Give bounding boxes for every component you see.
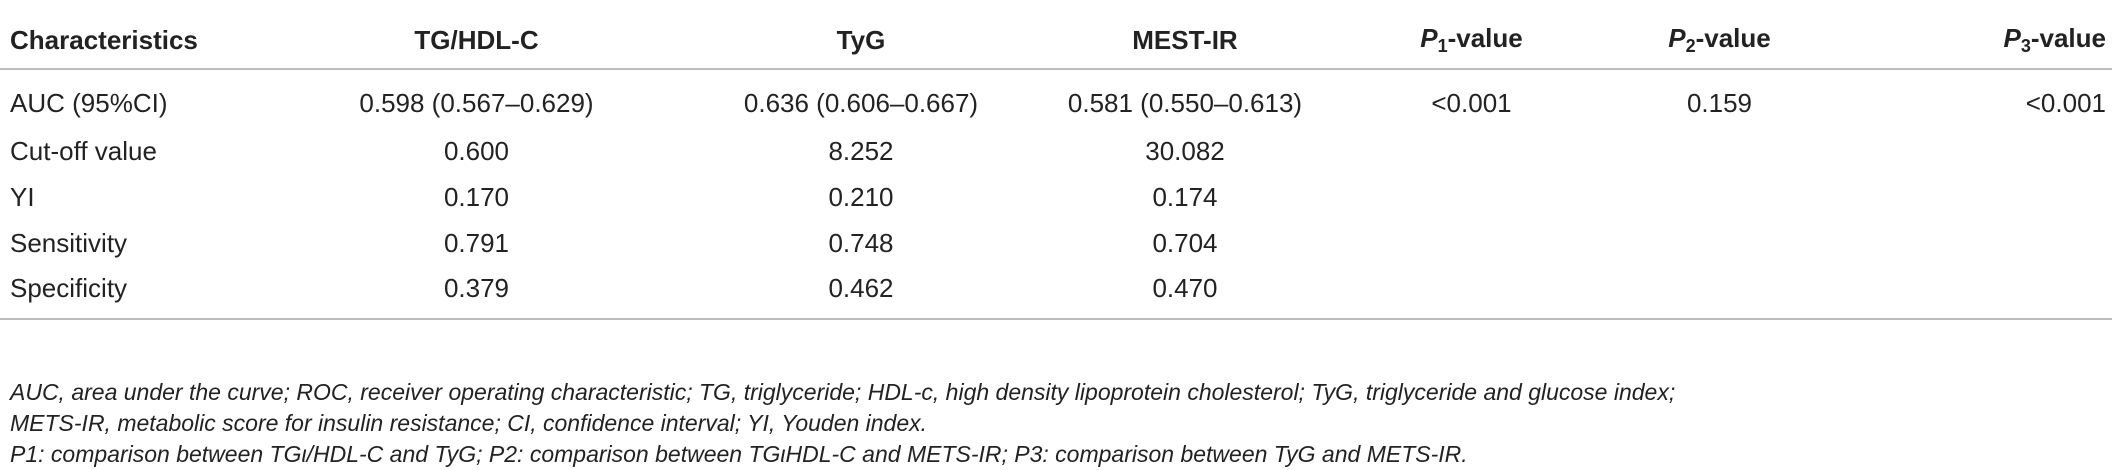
row-label: Cut-off value (10, 135, 157, 166)
table-cell: 0.598 (0.567–0.629) (359, 87, 594, 118)
table-cell: 0.470 (1152, 272, 1218, 303)
header-row: Characteristics TG/HDL-C TyG MEST-IR P1-… (0, 12, 2112, 70)
table-cell (1587, 266, 1852, 319)
table-cell (1852, 174, 2112, 220)
header-tg-hdl-c: TG/HDL-C (245, 12, 708, 70)
header-p2-value: P2-value (1587, 12, 1852, 70)
row-label: AUC (95%CI) (10, 87, 168, 118)
table-cell: 0.159 (1686, 87, 1753, 118)
table-row: Sensitivity 0.791 0.748 0.704 (0, 220, 2112, 266)
table-footnotes: AUC, area under the curve; ROC, receiver… (10, 377, 2110, 470)
table-cell (1587, 174, 1852, 220)
table-cell: 0.704 (1152, 227, 1218, 258)
table-cell: 0.636 (0.606–0.667) (743, 87, 979, 118)
table-cell (1356, 128, 1587, 174)
header-p3-value: P3-value (1852, 12, 2112, 70)
table-row: YI 0.170 0.210 0.174 (0, 174, 2112, 220)
table-cell: 0.174 (1152, 181, 1218, 212)
table-cell (1356, 266, 1587, 319)
footnote-line: AUC, area under the curve; ROC, receiver… (10, 379, 1676, 405)
table-row: Specificity 0.379 0.462 0.470 (0, 266, 2112, 319)
footnote-line: P1: comparison between TGι/HDL-C and TyG… (10, 441, 1468, 467)
table-cell (1587, 220, 1852, 266)
row-label: Specificity (10, 272, 128, 303)
table-cell (1852, 128, 2112, 174)
table-figure: Characteristics TG/HDL-C TyG MEST-IR P1-… (0, 12, 2112, 467)
table-cell: 0.600 (443, 135, 510, 166)
table-cell: <0.001 (2025, 87, 2106, 118)
row-label: Sensitivity (10, 227, 128, 258)
table-cell: 0.791 (443, 227, 510, 258)
table-cell: 0.748 (828, 227, 894, 258)
table-cell (1356, 220, 1587, 266)
table-cell: 0.210 (828, 181, 894, 212)
results-table: Characteristics TG/HDL-C TyG MEST-IR P1-… (0, 12, 2112, 320)
table-cell: <0.001 (1431, 87, 1512, 118)
table-row: Cut-off value 0.600 8.252 30.082 (0, 128, 2112, 174)
footnote-line: METS-IR, metabolic score for insulin res… (10, 410, 928, 436)
header-p1-value: P1-value (1356, 12, 1587, 70)
table-row: AUC (95%CI) 0.598 (0.567–0.629) 0.636 (0.6… (0, 69, 2112, 128)
row-label: YI (10, 181, 35, 212)
table-cell (1356, 174, 1587, 220)
table-cell: 0.379 (443, 272, 510, 303)
table-cell (1852, 266, 2112, 319)
table-cell: 8.252 (828, 135, 894, 166)
table-cell: 0.462 (828, 272, 894, 303)
header-mest-ir: MEST-IR (1014, 12, 1356, 70)
header-tyg: TyG (708, 12, 1014, 70)
table-cell: 0.581 (0.550–0.613) (1067, 87, 1303, 118)
table-cell: 0.170 (443, 181, 510, 212)
table-cell (1587, 128, 1852, 174)
header-characteristics: Characteristics (0, 12, 245, 70)
table-cell (1852, 220, 2112, 266)
table-cell: 30.082 (1145, 135, 1225, 166)
